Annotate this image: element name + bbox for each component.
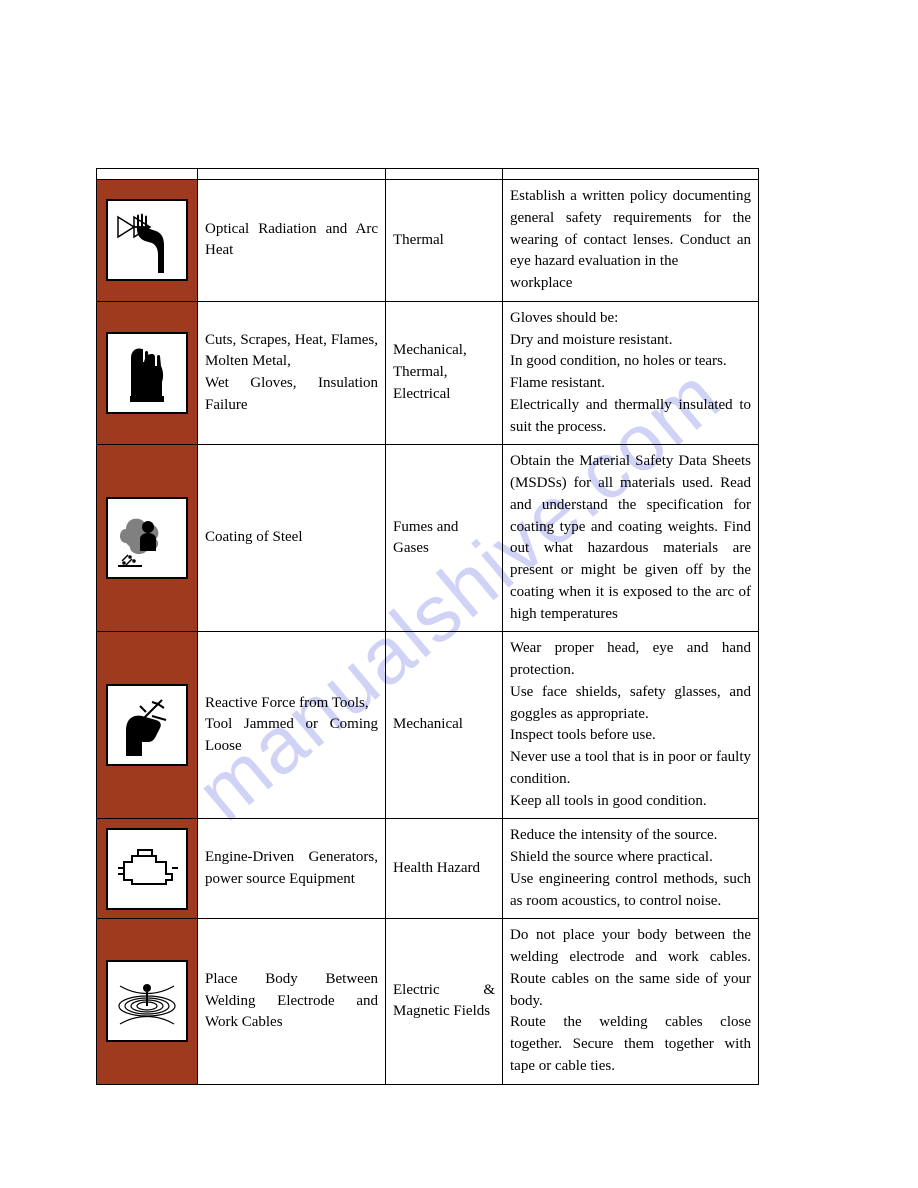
optical-radiation-icon: [106, 199, 188, 281]
icon-cell: [97, 919, 198, 1084]
icon-cell: [97, 301, 198, 445]
table-row: Coating of Steel Fumes and Gases Obtain …: [97, 445, 759, 632]
hazard-cell: Place Body Between Welding Electrode and…: [198, 919, 386, 1084]
hazard-cell: Coating of Steel: [198, 445, 386, 632]
hazard-cell: Engine-Driven Generators, power source E…: [198, 819, 386, 919]
precaution-cell: Wear proper head, eye and hand protectio…: [503, 632, 759, 819]
table-header-spacer: [97, 169, 759, 180]
type-cell: Mechanical, Thermal, Electrical: [386, 301, 503, 445]
engine-icon: [106, 828, 188, 910]
precaution-cell: Reduce the intensity of the source.Shiel…: [503, 819, 759, 919]
icon-cell: [97, 180, 198, 302]
table-row: Cuts, Scrapes, Heat, Flames, Molten Meta…: [97, 301, 759, 445]
type-cell: Electric & Magnetic Fields: [386, 919, 503, 1084]
hazard-cell: Optical Radiation and Arc Heat: [198, 180, 386, 302]
precaution-cell: Establish a written policy documenting g…: [503, 180, 759, 302]
type-cell: Mechanical: [386, 632, 503, 819]
icon-cell: [97, 445, 198, 632]
precaution-cell: Do not place your body between the weldi…: [503, 919, 759, 1084]
table-row: Reactive Force from Tools,Tool Jammed or…: [97, 632, 759, 819]
icon-cell: [97, 632, 198, 819]
type-cell: Thermal: [386, 180, 503, 302]
icon-cell: [97, 819, 198, 919]
hazard-cell: Cuts, Scrapes, Heat, Flames, Molten Meta…: [198, 301, 386, 445]
precaution-cell: Gloves should be:Dry and moisture resist…: [503, 301, 759, 445]
type-cell: Fumes and Gases: [386, 445, 503, 632]
hazard-cell: Reactive Force from Tools,Tool Jammed or…: [198, 632, 386, 819]
fumes-icon: [106, 497, 188, 579]
precaution-cell: Obtain the Material Safety Data Sheets (…: [503, 445, 759, 632]
table-row: Place Body Between Welding Electrode and…: [97, 919, 759, 1084]
table-row: Optical Radiation and Arc Heat Thermal E…: [97, 180, 759, 302]
reactive-force-icon: [106, 684, 188, 766]
type-cell: Health Hazard: [386, 819, 503, 919]
table-row: Engine-Driven Generators, power source E…: [97, 819, 759, 919]
magnetic-field-icon: [106, 960, 188, 1042]
gloves-icon: [106, 332, 188, 414]
safety-hazards-table: Optical Radiation and Arc Heat Thermal E…: [96, 168, 759, 1085]
